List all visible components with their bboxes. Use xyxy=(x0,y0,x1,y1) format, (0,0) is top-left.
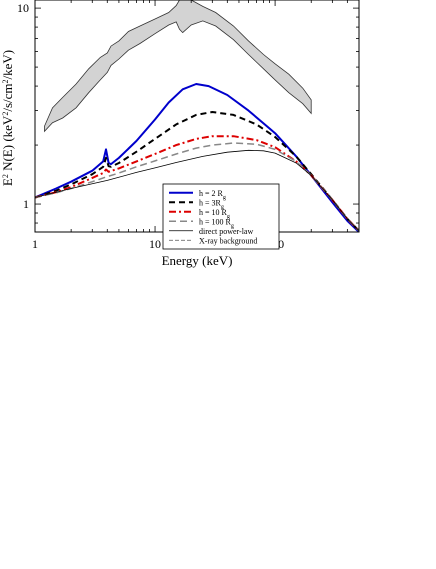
legend-label-bkg: X-ray background xyxy=(199,236,257,245)
series-line-h100 xyxy=(35,142,359,232)
series-x-ray-background-band xyxy=(44,0,312,133)
legend-label-h3: h = 3Rg xyxy=(199,198,224,210)
legend-label-pl: direct power-law xyxy=(199,227,253,236)
x-axis-label: Energy (keV) xyxy=(162,253,233,268)
y-axis-label-part: /s/cm xyxy=(0,84,15,112)
legend-box xyxy=(162,183,280,250)
legend-label-h2: h = 2 Rg xyxy=(199,189,226,201)
y-axis-label-part: /keV) xyxy=(0,50,15,80)
x-tick-label: 1 xyxy=(32,237,38,251)
legend-label-h100: h = 100 Rg xyxy=(199,217,234,229)
y-tick-label: 1 xyxy=(23,197,29,211)
x-tick-label: 10 xyxy=(149,237,161,251)
y-tick-label: 10 xyxy=(17,1,29,15)
y-axis-label-part: N(E) (keV xyxy=(0,115,15,174)
y-axis-label-superscript: 2 xyxy=(1,112,10,116)
series-line-pl xyxy=(35,149,359,232)
y-axis-label: E2 N(E) (keV2/s/cm2/keV) xyxy=(0,50,15,186)
series-line-h10 xyxy=(35,135,359,232)
y-axis-label-superscript: 2 xyxy=(1,174,10,178)
series-line-h3 xyxy=(35,111,359,232)
series-line-h2 xyxy=(35,83,359,232)
y-axis-label-superscript: 2 xyxy=(1,80,10,84)
y-axis-label-part: E xyxy=(0,178,15,186)
legend-label-h10: h = 10 Rg xyxy=(199,208,230,220)
